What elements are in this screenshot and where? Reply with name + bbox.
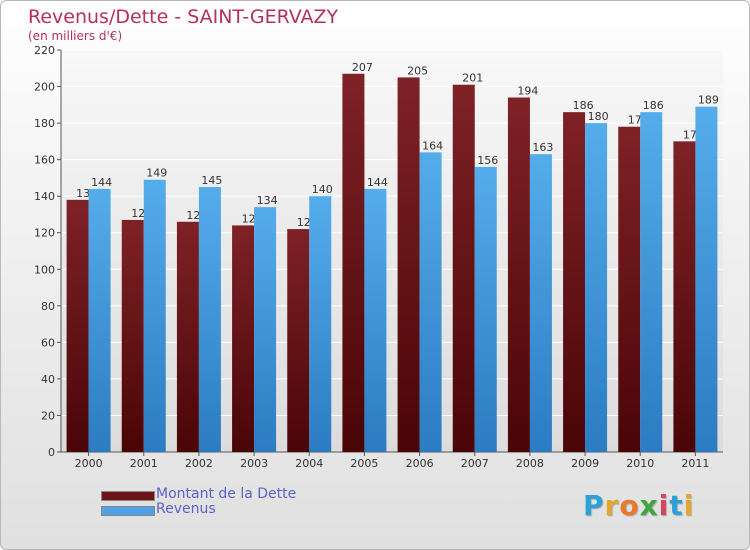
dette-bar — [342, 73, 365, 452]
logo-letter: o — [619, 489, 640, 522]
logo-letter: i — [683, 489, 695, 522]
dette-value-label: 207 — [352, 61, 373, 74]
revenus-bar — [474, 166, 497, 453]
revenus-bar — [254, 207, 277, 452]
legend-label-dette: Montant de la Dette — [156, 486, 297, 502]
dette-bar — [66, 199, 89, 452]
revenus-value-label: 140 — [312, 183, 333, 196]
chart-title: Revenus/Dette - SAINT-GERVAZY — [28, 6, 339, 28]
revenus-bar — [309, 196, 332, 452]
y-tick-label: 180 — [34, 117, 55, 130]
legend-swatch-revenus — [101, 506, 155, 516]
y-tick-label: 40 — [41, 373, 55, 386]
x-tick-label: 2001 — [130, 457, 158, 470]
revenus-value-label: 144 — [367, 176, 388, 189]
revenus-value-label: 164 — [422, 139, 443, 152]
dette-bar — [232, 225, 255, 452]
logo-letter: i — [658, 489, 670, 522]
x-tick-label: 2007 — [461, 457, 489, 470]
dette-bar — [397, 77, 420, 452]
revenus-value-label: 180 — [588, 110, 609, 123]
dette-bar — [287, 229, 310, 452]
revenus-value-label: 145 — [201, 174, 222, 187]
revenus-bar — [585, 123, 608, 452]
plot-area — [61, 50, 723, 452]
x-tick-label: 2005 — [350, 457, 378, 470]
logo-letter: x — [639, 489, 659, 522]
revenus-bar — [364, 188, 387, 452]
dette-value-label: 201 — [462, 72, 483, 85]
dette-bar — [618, 126, 641, 452]
logo-letter: r — [604, 489, 620, 522]
revenus-value-label: 189 — [698, 94, 719, 107]
y-tick-label: 160 — [34, 154, 55, 167]
y-tick-label: 80 — [41, 300, 55, 313]
revenus-bar — [695, 106, 718, 453]
revenus-bar — [88, 188, 111, 452]
revenus-value-label: 134 — [257, 194, 278, 207]
x-tick-label: 2002 — [185, 457, 213, 470]
x-tick-label: 2004 — [295, 457, 323, 470]
x-tick-label: 2006 — [406, 457, 434, 470]
dette-bar — [507, 97, 530, 452]
x-tick-label: 2010 — [626, 457, 654, 470]
x-tick-label: 2009 — [571, 457, 599, 470]
y-tick-label: 120 — [34, 227, 55, 240]
dette-bar — [673, 141, 696, 452]
revenus-bar — [419, 152, 442, 452]
dette-value-label: 186 — [573, 99, 594, 112]
logo-letter: P — [583, 489, 605, 522]
revenus-value-label: 156 — [477, 154, 498, 167]
dette-bar — [452, 84, 475, 452]
x-tick-label: 2011 — [681, 457, 709, 470]
legend-label-revenus: Revenus — [156, 501, 216, 517]
chart-subtitle: (en milliers d'€) — [28, 29, 123, 43]
y-tick-label: 20 — [41, 409, 55, 422]
y-tick-label: 0 — [48, 446, 55, 459]
x-tick-label: 2003 — [240, 457, 268, 470]
revenus-value-label: 186 — [643, 99, 664, 112]
dette-bar — [176, 221, 199, 452]
revenus-bar — [143, 179, 166, 452]
y-tick-label: 60 — [41, 336, 55, 349]
revenus-bar — [529, 154, 552, 452]
revenus-value-label: 163 — [532, 141, 553, 154]
proxiti-logo: Proxiti — [583, 489, 694, 522]
revenus-value-label: 149 — [146, 167, 167, 180]
dette-value-label: 194 — [517, 85, 538, 98]
logo-letter: t — [669, 489, 684, 522]
dette-bar — [563, 112, 586, 453]
y-tick-label: 200 — [34, 81, 55, 94]
y-tick-label: 140 — [34, 190, 55, 203]
x-tick-label: 2000 — [75, 457, 103, 470]
revenus-bar — [640, 112, 663, 453]
x-tick-label: 2008 — [516, 457, 544, 470]
legend-swatch-dette — [101, 491, 155, 501]
revenus-bar — [198, 187, 221, 452]
y-tick-label: 100 — [34, 263, 55, 276]
dette-value-label: 205 — [407, 64, 428, 77]
dette-bar — [121, 219, 144, 452]
revenus-value-label: 144 — [91, 176, 112, 189]
y-tick-label: 220 — [34, 44, 55, 57]
